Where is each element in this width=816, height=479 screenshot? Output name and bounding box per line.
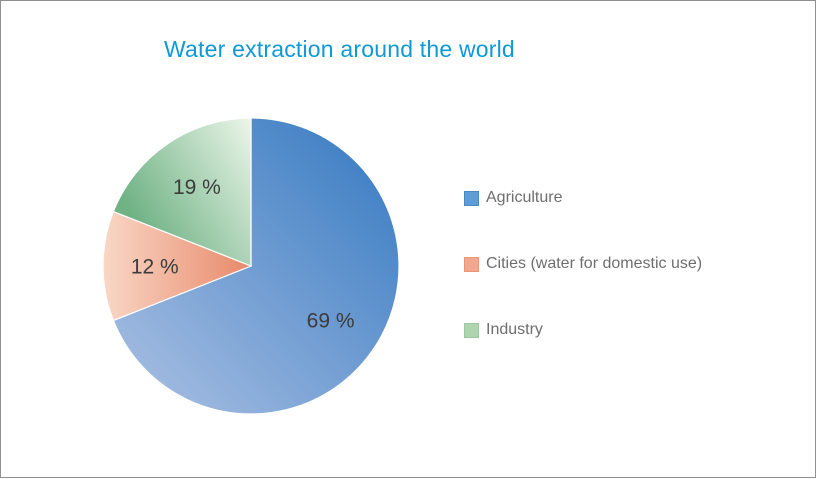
legend-swatch [464, 256, 479, 272]
legend-label: Industry [486, 321, 543, 338]
legend-item-cities: Cities (water for domestic use) [464, 255, 703, 272]
legend: Agriculture Cities (water for domestic us… [464, 189, 703, 338]
legend-item-industry: Industry [464, 321, 702, 338]
pie-slice-value-label: 19 % [173, 176, 221, 199]
pie-slice-value-label: 12 % [131, 255, 179, 278]
legend-item-agriculture: Agriculture [464, 189, 702, 206]
pie-slice-agriculture [112, 117, 400, 415]
legend-swatch [464, 190, 479, 206]
pie-slice-cities [102, 210, 253, 322]
pie-slice-value-label: 69 % [307, 309, 355, 332]
legend-label: Cities (water for domestic use) [486, 255, 703, 272]
legend-label: Agriculture [486, 189, 563, 206]
pie-slice-industry [112, 117, 252, 267]
chart-title: Water extraction around the world [164, 36, 515, 62]
legend-swatch [464, 322, 479, 338]
